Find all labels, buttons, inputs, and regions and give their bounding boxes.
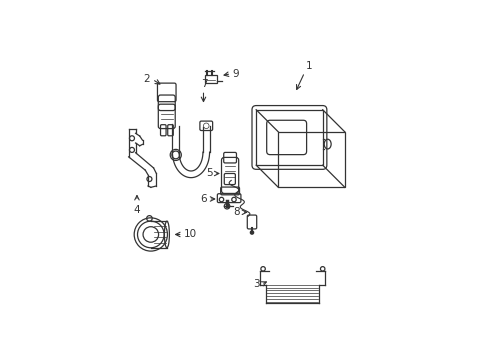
Text: 4: 4 [133,205,140,215]
Text: 7: 7 [201,79,208,89]
Text: 10: 10 [183,229,197,239]
Text: 1: 1 [305,61,312,71]
Text: 6: 6 [200,194,207,204]
Text: 2: 2 [143,74,150,84]
Text: 8: 8 [233,207,240,217]
Text: 5: 5 [205,168,212,179]
Text: 3: 3 [253,279,259,289]
Text: 9: 9 [232,69,239,79]
